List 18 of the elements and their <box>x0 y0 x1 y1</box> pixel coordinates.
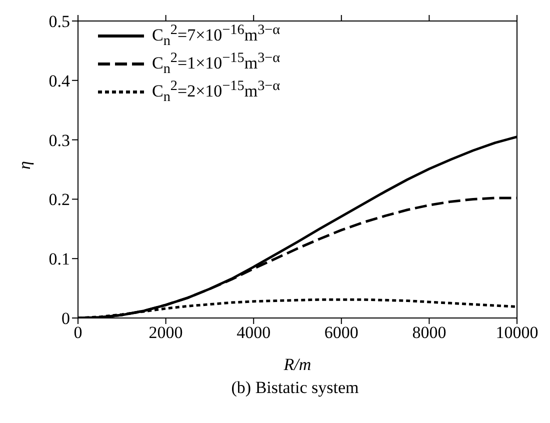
text: (b) Bistatic system <box>230 378 360 398</box>
x-tick-label: 6000 <box>324 323 358 342</box>
y-tick-label: 0 <box>62 309 70 328</box>
x-tick-label: 4000 <box>236 323 271 342</box>
x-tick-label: 10000 <box>496 323 538 342</box>
y-tick-label: 0.4 <box>48 71 70 90</box>
y-tick-label: 0.2 <box>48 190 70 210</box>
legend-label: C$_{n}$$^{2}$=7×10$^{−16}$m$^{3−α}$ <box>152 22 280 50</box>
y-tick-label: 0.5 <box>48 12 70 32</box>
x-tick-label: 0 <box>74 323 82 342</box>
x-axis-title: R/m <box>282 355 312 374</box>
legend-label: C$_{n}$$^{2}$=1×10$^{−15}$m$^{3−α}$ <box>152 50 280 78</box>
y-axis-title: η <box>15 161 34 170</box>
y-tick-label: 0.1 <box>48 250 70 269</box>
x-tick-label: 2000 <box>148 323 183 342</box>
y-tick-label: 0.3 <box>48 130 70 150</box>
legend-label: C$_{n}$$^{2}$=2×10$^{−15}$m$^{3−α}$ <box>152 78 280 106</box>
x-tick-label: 8000 <box>412 323 446 342</box>
